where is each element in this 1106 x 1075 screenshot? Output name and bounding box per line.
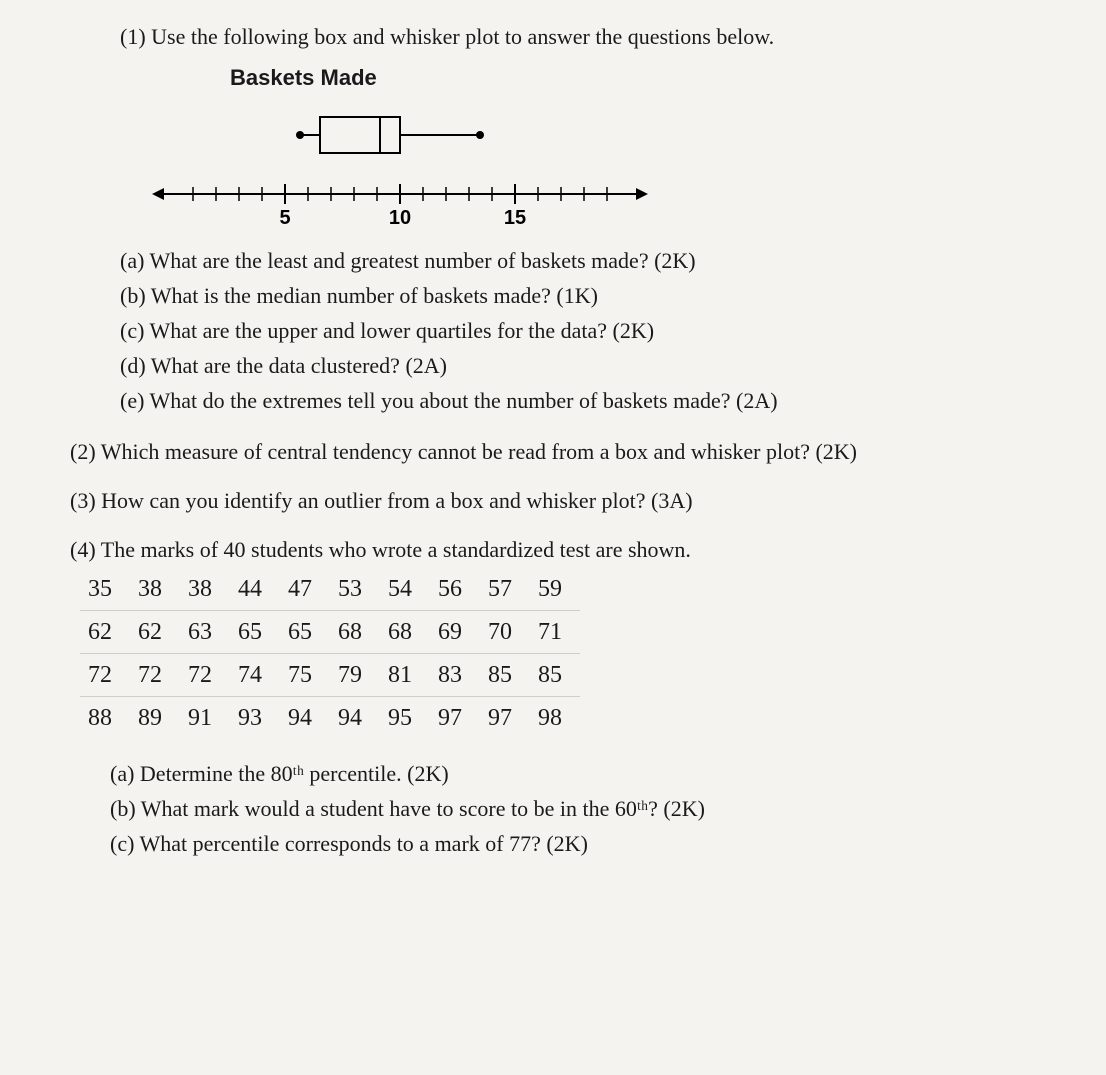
q4-subquestions: (a) Determine the 80ᵗʰ percentile. (2K) …	[110, 757, 1046, 860]
question-3: (3) How can you identify an outlier from…	[70, 484, 1046, 517]
numberline-svg: 5 10 15	[140, 174, 660, 234]
table-cell: 85	[480, 654, 530, 697]
table-cell: 47	[280, 568, 330, 611]
table-cell: 98	[530, 697, 580, 740]
table-row: 62626365656868697071	[80, 611, 580, 654]
svg-text:15: 15	[504, 207, 526, 229]
table-cell: 74	[230, 654, 280, 697]
table-cell: 95	[380, 697, 430, 740]
svg-text:5: 5	[279, 207, 290, 229]
table-cell: 62	[80, 611, 130, 654]
table-cell: 63	[180, 611, 230, 654]
table-cell: 71	[530, 611, 580, 654]
q1-e: (e) What do the extremes tell you about …	[120, 384, 1046, 417]
marks-table: 3538384447535456575962626365656868697071…	[80, 568, 580, 739]
table-cell: 88	[80, 697, 130, 740]
numberline: 5 10 15	[140, 174, 660, 234]
table-cell: 57	[480, 568, 530, 611]
table-cell: 68	[380, 611, 430, 654]
table-cell: 44	[230, 568, 280, 611]
q4-c: (c) What percentile corresponds to a mar…	[110, 827, 1046, 860]
q1-subquestions: (a) What are the least and greatest numb…	[120, 244, 1046, 417]
table-cell: 75	[280, 654, 330, 697]
question-1: (1) Use the following box and whisker pl…	[60, 20, 1046, 417]
table-cell: 69	[430, 611, 480, 654]
table-cell: 56	[430, 568, 480, 611]
boxplot-svg	[160, 100, 640, 170]
q1-intro: (1) Use the following box and whisker pl…	[120, 20, 1046, 53]
table-cell: 93	[230, 697, 280, 740]
table-cell: 94	[330, 697, 380, 740]
table-cell: 65	[230, 611, 280, 654]
question-4: (4) The marks of 40 students who wrote a…	[60, 533, 1046, 860]
table-cell: 35	[80, 568, 130, 611]
q1-a: (a) What are the least and greatest numb…	[120, 244, 1046, 277]
table-cell: 38	[180, 568, 230, 611]
table-row: 35383844475354565759	[80, 568, 580, 611]
table-cell: 72	[130, 654, 180, 697]
boxplot-title: Baskets Made	[230, 61, 1046, 94]
table-cell: 97	[480, 697, 530, 740]
table-cell: 54	[380, 568, 430, 611]
table-row: 72727274757981838585	[80, 654, 580, 697]
q1-b: (b) What is the median number of baskets…	[120, 279, 1046, 312]
table-cell: 65	[280, 611, 330, 654]
boxplot	[160, 100, 640, 170]
q4-b: (b) What mark would a student have to sc…	[110, 792, 1046, 825]
q4-a: (a) Determine the 80ᵗʰ percentile. (2K)	[110, 757, 1046, 790]
table-cell: 38	[130, 568, 180, 611]
table-cell: 72	[80, 654, 130, 697]
table-cell: 72	[180, 654, 230, 697]
table-cell: 85	[530, 654, 580, 697]
table-cell: 59	[530, 568, 580, 611]
table-cell: 79	[330, 654, 380, 697]
table-cell: 68	[330, 611, 380, 654]
q1-c: (c) What are the upper and lower quartil…	[120, 314, 1046, 347]
table-cell: 70	[480, 611, 530, 654]
q1-d: (d) What are the data clustered? (2A)	[120, 349, 1046, 382]
table-cell: 81	[380, 654, 430, 697]
svg-text:10: 10	[389, 207, 411, 229]
table-cell: 89	[130, 697, 180, 740]
q4-intro: (4) The marks of 40 students who wrote a…	[70, 533, 1046, 566]
table-cell: 97	[430, 697, 480, 740]
table-cell: 62	[130, 611, 180, 654]
question-2: (2) Which measure of central tendency ca…	[70, 435, 1046, 468]
table-cell: 53	[330, 568, 380, 611]
table-cell: 83	[430, 654, 480, 697]
table-row: 88899193949495979798	[80, 697, 580, 740]
table-cell: 94	[280, 697, 330, 740]
table-cell: 91	[180, 697, 230, 740]
